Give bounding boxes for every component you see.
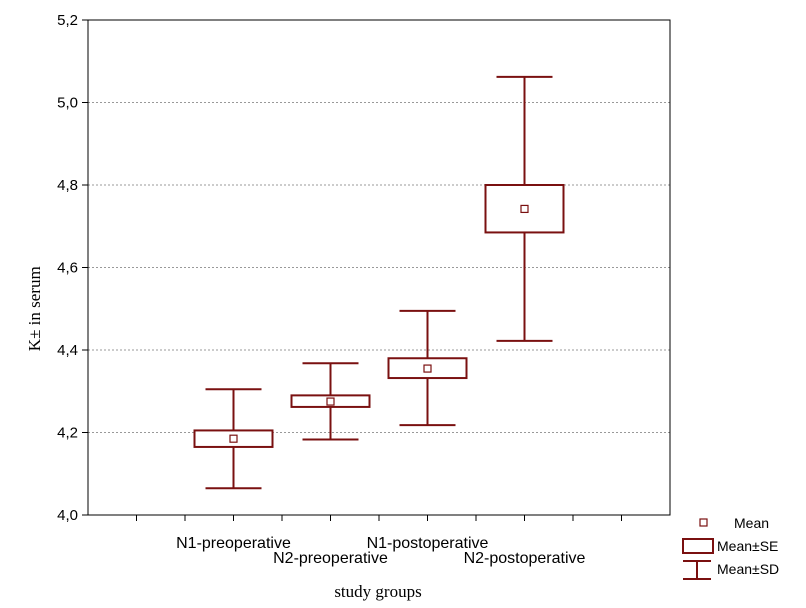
y-tick-label: 5,2 bbox=[57, 12, 78, 29]
legend-label: Mean bbox=[734, 515, 769, 531]
category-label: N1-postoperative bbox=[367, 535, 489, 552]
category-label: N1-preoperative bbox=[176, 535, 291, 552]
category-label: N2-postoperative bbox=[464, 550, 586, 567]
legend-sd: Mean±SD bbox=[683, 560, 779, 580]
mean-marker bbox=[520, 204, 529, 214]
se-symbol bbox=[682, 538, 714, 554]
plot-area bbox=[87, 19, 671, 516]
box-2 bbox=[290, 362, 371, 441]
legend-label: Mean±SE bbox=[717, 538, 778, 554]
mean-marker bbox=[326, 397, 335, 406]
legend-se: Mean±SE bbox=[682, 538, 778, 554]
y-tick-label: 4,0 bbox=[57, 507, 78, 524]
y-tick-label: 4,2 bbox=[57, 425, 78, 442]
legend: Mean Mean±SE Mean±SD bbox=[682, 515, 779, 580]
category-label: N2-preoperative bbox=[273, 550, 388, 567]
y-axis-title: K± in serum bbox=[25, 266, 44, 351]
y-axis: 4,0 4,2 4,4 4,6 4,8 5,0 5,2 bbox=[57, 12, 88, 524]
y-tick-label: 4,8 bbox=[57, 177, 78, 194]
y-tick-label: 4,6 bbox=[57, 260, 78, 277]
y-tick-label: 5,0 bbox=[57, 95, 78, 112]
grid-lines bbox=[88, 102, 670, 433]
legend-label: Mean±SD bbox=[717, 561, 779, 577]
box-series bbox=[193, 75, 565, 490]
category-labels: N1-preoperativeN2-preoperativeN1-postope… bbox=[176, 535, 585, 567]
legend-mean: Mean bbox=[699, 515, 769, 531]
box-4 bbox=[484, 75, 565, 342]
box-3 bbox=[387, 309, 468, 427]
mean-symbol bbox=[699, 518, 708, 527]
y-tick-label: 4,4 bbox=[57, 342, 78, 359]
x-axis-title: study groups bbox=[334, 582, 421, 601]
mean-marker bbox=[229, 434, 238, 443]
box-1 bbox=[193, 388, 274, 490]
x-axis bbox=[136, 515, 622, 521]
mean-marker bbox=[423, 364, 432, 373]
